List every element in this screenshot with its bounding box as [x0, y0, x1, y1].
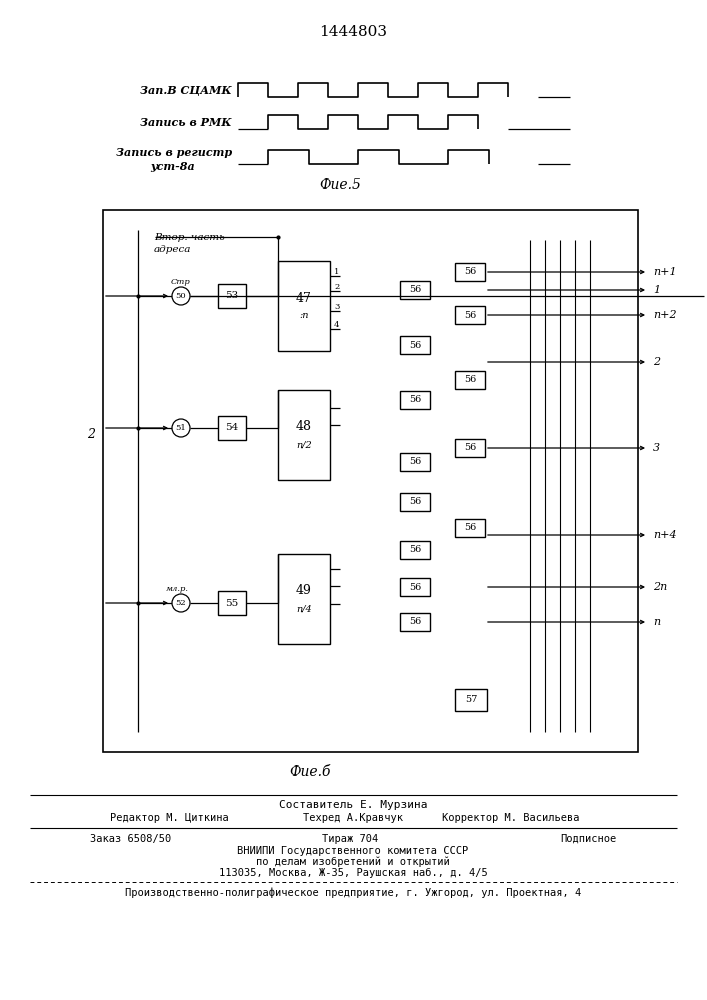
- Text: Фие.б: Фие.б: [289, 765, 331, 779]
- Text: 52: 52: [175, 599, 187, 607]
- Text: n: n: [653, 617, 660, 627]
- Text: 56: 56: [409, 582, 421, 591]
- Bar: [278, 390, 330, 480]
- Text: 56: 56: [409, 286, 421, 294]
- Bar: [455, 371, 485, 389]
- Bar: [400, 281, 430, 299]
- Bar: [218, 416, 246, 440]
- Text: 56: 56: [464, 310, 476, 320]
- Text: 54: 54: [226, 424, 239, 432]
- Bar: [278, 261, 330, 351]
- Text: 49: 49: [296, 584, 312, 597]
- Text: 53: 53: [226, 292, 239, 300]
- Bar: [455, 263, 485, 281]
- Bar: [103, 210, 638, 752]
- Bar: [400, 391, 430, 409]
- Text: 48: 48: [296, 420, 312, 434]
- Text: мл.р.: мл.р.: [165, 585, 189, 593]
- Circle shape: [172, 594, 190, 612]
- Circle shape: [172, 287, 190, 305]
- Text: :n: :n: [299, 312, 309, 320]
- Text: Корректор М. Васильева: Корректор М. Васильева: [443, 813, 580, 823]
- Text: адреса: адреса: [154, 245, 192, 254]
- Text: 56: 56: [409, 340, 421, 350]
- Bar: [400, 613, 430, 631]
- Text: 56: 56: [464, 524, 476, 532]
- Bar: [455, 306, 485, 324]
- Text: Техред А.Кравчук: Техред А.Кравчук: [303, 813, 403, 823]
- Text: Производственно-полиграфическое предприятие, г. Ужгород, ул. Проектная, 4: Производственно-полиграфическое предприя…: [125, 888, 581, 898]
- Text: 56: 56: [464, 267, 476, 276]
- Text: 50: 50: [175, 292, 187, 300]
- Text: Тираж 704: Тираж 704: [322, 834, 378, 844]
- Text: Составитель Е. Мурзина: Составитель Е. Мурзина: [279, 800, 427, 810]
- Text: Фие.5: Фие.5: [319, 178, 361, 192]
- Text: 56: 56: [464, 375, 476, 384]
- Bar: [400, 493, 430, 511]
- Text: Заказ 6508/50: Заказ 6508/50: [90, 834, 171, 844]
- Text: Запись в регистр: Запись в регистр: [116, 147, 232, 158]
- Text: 1: 1: [653, 285, 660, 295]
- Bar: [278, 554, 330, 644]
- Text: n/4: n/4: [296, 604, 312, 613]
- Text: 51: 51: [175, 424, 187, 432]
- Text: 113035, Москва, Ж-35, Раушская наб., д. 4/5: 113035, Москва, Ж-35, Раушская наб., д. …: [218, 868, 487, 878]
- Text: по делам изобретений и открытий: по делам изобретений и открытий: [256, 857, 450, 867]
- Text: 56: 56: [409, 497, 421, 506]
- Text: Подписное: Подписное: [560, 834, 617, 844]
- Bar: [400, 541, 430, 559]
- Bar: [218, 284, 246, 308]
- Text: Редактор М. Циткина: Редактор М. Циткина: [110, 813, 229, 823]
- Text: 56: 56: [409, 395, 421, 404]
- Text: n+1: n+1: [653, 267, 677, 277]
- Text: 4: 4: [334, 321, 339, 329]
- Text: 2n: 2n: [653, 582, 667, 592]
- Text: 56: 56: [464, 444, 476, 452]
- Text: 2: 2: [653, 357, 660, 367]
- Text: Стр: Стр: [171, 278, 191, 286]
- Bar: [455, 689, 487, 711]
- Text: Запись в РМК: Запись в РМК: [141, 116, 232, 127]
- Text: n+2: n+2: [653, 310, 677, 320]
- Text: 56: 56: [409, 617, 421, 626]
- Text: 56: 56: [409, 458, 421, 466]
- Circle shape: [172, 419, 190, 437]
- Text: 3: 3: [334, 303, 339, 311]
- Text: 57: 57: [464, 696, 477, 704]
- Bar: [218, 591, 246, 615]
- Text: 1444803: 1444803: [319, 25, 387, 39]
- Text: ВНИИПИ Государственного комитета СССР: ВНИИПИ Государственного комитета СССР: [238, 846, 469, 856]
- Bar: [455, 439, 485, 457]
- Bar: [455, 519, 485, 537]
- Text: 55: 55: [226, 598, 239, 607]
- Text: 3: 3: [653, 443, 660, 453]
- Text: 47: 47: [296, 292, 312, 304]
- Bar: [400, 578, 430, 596]
- Text: Втор. часть: Втор. часть: [154, 233, 225, 242]
- Bar: [400, 336, 430, 354]
- Text: 2: 2: [334, 283, 339, 291]
- Text: n+4: n+4: [653, 530, 677, 540]
- Text: 56: 56: [409, 546, 421, 554]
- Text: n/2: n/2: [296, 440, 312, 450]
- Text: Зап.В СЦАМК: Зап.В СЦАМК: [141, 85, 232, 96]
- Text: уст-8а: уст-8а: [151, 161, 195, 172]
- Text: 2: 2: [87, 428, 95, 442]
- Text: 1: 1: [334, 268, 339, 276]
- Bar: [400, 453, 430, 471]
